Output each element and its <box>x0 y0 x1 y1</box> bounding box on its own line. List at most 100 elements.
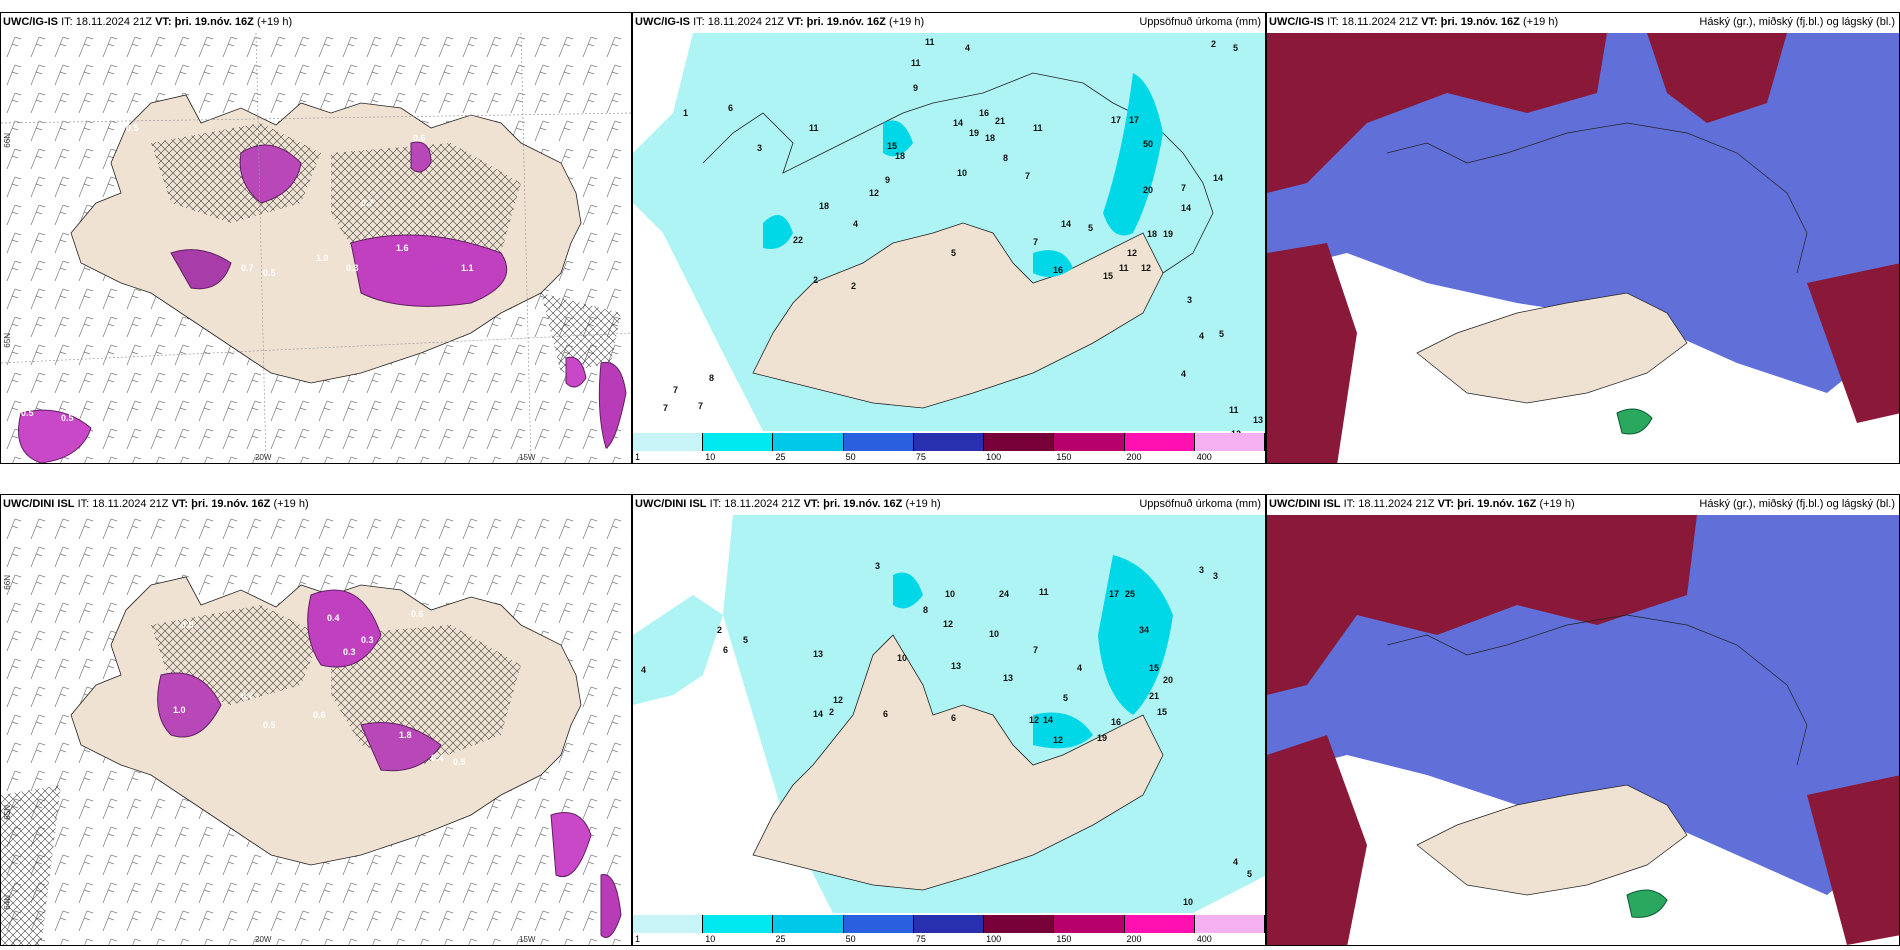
value-label: 5 <box>1247 869 1253 879</box>
panel-header: UWC/DINI ISL IT: 18.11.2024 21Z VT: þri.… <box>1267 495 1575 514</box>
value-label: 6 <box>728 103 734 113</box>
value-label: 9 <box>885 175 891 185</box>
value-label: 0.7 <box>241 263 254 273</box>
panel-header: UWC/DINI ISL IT: 18.11.2024 21Z VT: þri.… <box>633 495 941 514</box>
legend-swatch <box>773 915 844 933</box>
legend-swatch <box>843 433 914 451</box>
value-label: 7 <box>1033 645 1039 655</box>
panel-header: UWC/IG-IS IT: 18.11.2024 21Z VT: þri. 19… <box>1 13 292 32</box>
value-label: 7 <box>1181 183 1187 193</box>
value-label: 3 <box>875 561 881 571</box>
value-label: 15 <box>887 141 898 151</box>
value-label: 2 <box>717 625 723 635</box>
value-label: 25 <box>1125 589 1136 599</box>
value-label: 4 <box>1233 857 1239 867</box>
it-label: IT: <box>61 16 73 28</box>
value-label: 6 <box>883 709 889 719</box>
panel-top-left: UWC/IG-IS IT: 18.11.2024 21Z VT: þri. 19… <box>0 12 632 464</box>
model-name: UWC/DINI ISL <box>1269 498 1341 510</box>
value-label: 15 <box>1157 707 1168 717</box>
value-label: 7 <box>673 385 679 395</box>
it-label: IT: <box>693 16 705 28</box>
legend-tick: 150 <box>1056 934 1072 944</box>
value-label: 8 <box>1003 153 1009 163</box>
legend-tick: 1 <box>635 934 641 944</box>
value-label: 11 <box>809 123 819 133</box>
value-label: 4 <box>965 43 971 53</box>
value-label: 12 <box>833 695 844 705</box>
precip-legend: 1 10 25 50 75 100 150 200 400 <box>633 433 1265 463</box>
coastline <box>702 72 1214 274</box>
legend-tick: 150 <box>1056 452 1072 462</box>
panel-bottom-mid: UWC/DINI ISL IT: 18.11.2024 21Z VT: þri.… <box>632 494 1266 946</box>
value-label: 16 <box>1111 717 1122 727</box>
legend-swatch <box>1194 915 1265 933</box>
legend-swatch <box>633 433 704 451</box>
mid-cloud-patch <box>1626 889 1668 918</box>
value-label: 10 <box>945 589 956 599</box>
legend-swatch <box>1124 915 1195 933</box>
legend-tick: 25 <box>775 934 786 944</box>
legend-swatch <box>913 915 985 933</box>
value-label: 19 <box>1163 229 1174 239</box>
legend-swatch <box>703 915 774 933</box>
hatched-area <box>1 605 521 945</box>
value-label: 7 <box>1025 171 1031 181</box>
legend-tick: 400 <box>1196 452 1212 462</box>
value-label: 2 <box>1211 39 1217 49</box>
lon-label-15w: 15W <box>519 453 536 462</box>
vt-value: þri. 19.nóv. 16Z <box>191 498 271 510</box>
chart-title: Háský (gr.), miðský (fj.bl.) og lágský (… <box>1699 498 1895 510</box>
value-label: 17 <box>1111 115 1122 125</box>
precip-light-area <box>633 595 723 705</box>
value-label: 5 <box>743 635 749 645</box>
value-label: 14 <box>1181 203 1192 213</box>
high-cloud-layer <box>1267 515 1697 695</box>
legend-tick: 100 <box>986 452 1002 462</box>
vt-label: VT: <box>803 498 821 510</box>
value-label: 0.5 <box>21 408 34 418</box>
value-label: 13 <box>1253 415 1264 425</box>
it-value: 18.11.2024 21Z <box>724 498 801 510</box>
value-label: 19 <box>969 128 980 138</box>
panel-top-mid: UWC/IG-IS IT: 18.11.2024 21Z VT: þri. 19… <box>632 12 1266 464</box>
value-label: 7 <box>663 403 669 413</box>
value-label: 11 <box>911 58 921 68</box>
legend-tick: 10 <box>705 934 716 944</box>
it-label: IT: <box>709 498 722 510</box>
value-label: 0.5 <box>263 720 276 730</box>
value-label: 10 <box>897 653 908 663</box>
high-cloud-layer <box>1807 263 1899 423</box>
vt-label: VT: <box>171 498 189 510</box>
model-name: UWC/IG-IS <box>635 16 690 28</box>
legend-swatch <box>703 433 774 451</box>
value-label: 12 <box>1141 263 1152 273</box>
low-cloud-layer <box>1267 33 1899 393</box>
value-label: 9 <box>913 83 919 93</box>
value-label: 0.3 <box>346 263 359 273</box>
value-label: 1.8 <box>399 730 412 740</box>
high-cloud-layer <box>1647 33 1787 123</box>
value-label: 0.5 <box>61 413 74 423</box>
value-label: 0.7 <box>361 198 374 208</box>
vt-value: þri. 19.nóv. 16Z <box>1440 16 1520 28</box>
vt-value: þri. 19.nóv. 16Z <box>174 16 254 28</box>
lat-label-66n: 66N <box>3 133 12 148</box>
vt-value: þri. 19.nóv. 16Z <box>1457 498 1537 510</box>
value-label: 0.5 <box>126 123 139 133</box>
value-label: 0.6 <box>413 133 426 143</box>
legend-tick: 1 <box>635 452 641 462</box>
value-label: 18 <box>985 133 996 143</box>
value-label: 4 <box>1077 663 1083 673</box>
value-label: 18 <box>819 201 830 211</box>
value-label: 12 <box>1053 735 1064 745</box>
value-label: 4 <box>641 665 647 675</box>
high-cloud-layer <box>1267 33 1607 193</box>
value-label: 17 <box>1109 589 1120 599</box>
precip-total-map <box>633 33 1265 431</box>
it-value: 18.11.2024 21Z <box>707 16 784 28</box>
value-label: 8 <box>709 373 715 383</box>
precip-total-map <box>633 515 1265 913</box>
legend-tick: 25 <box>775 452 786 462</box>
panel-header: UWC/IG-IS IT: 18.11.2024 21Z VT: þri. 19… <box>1267 13 1558 32</box>
